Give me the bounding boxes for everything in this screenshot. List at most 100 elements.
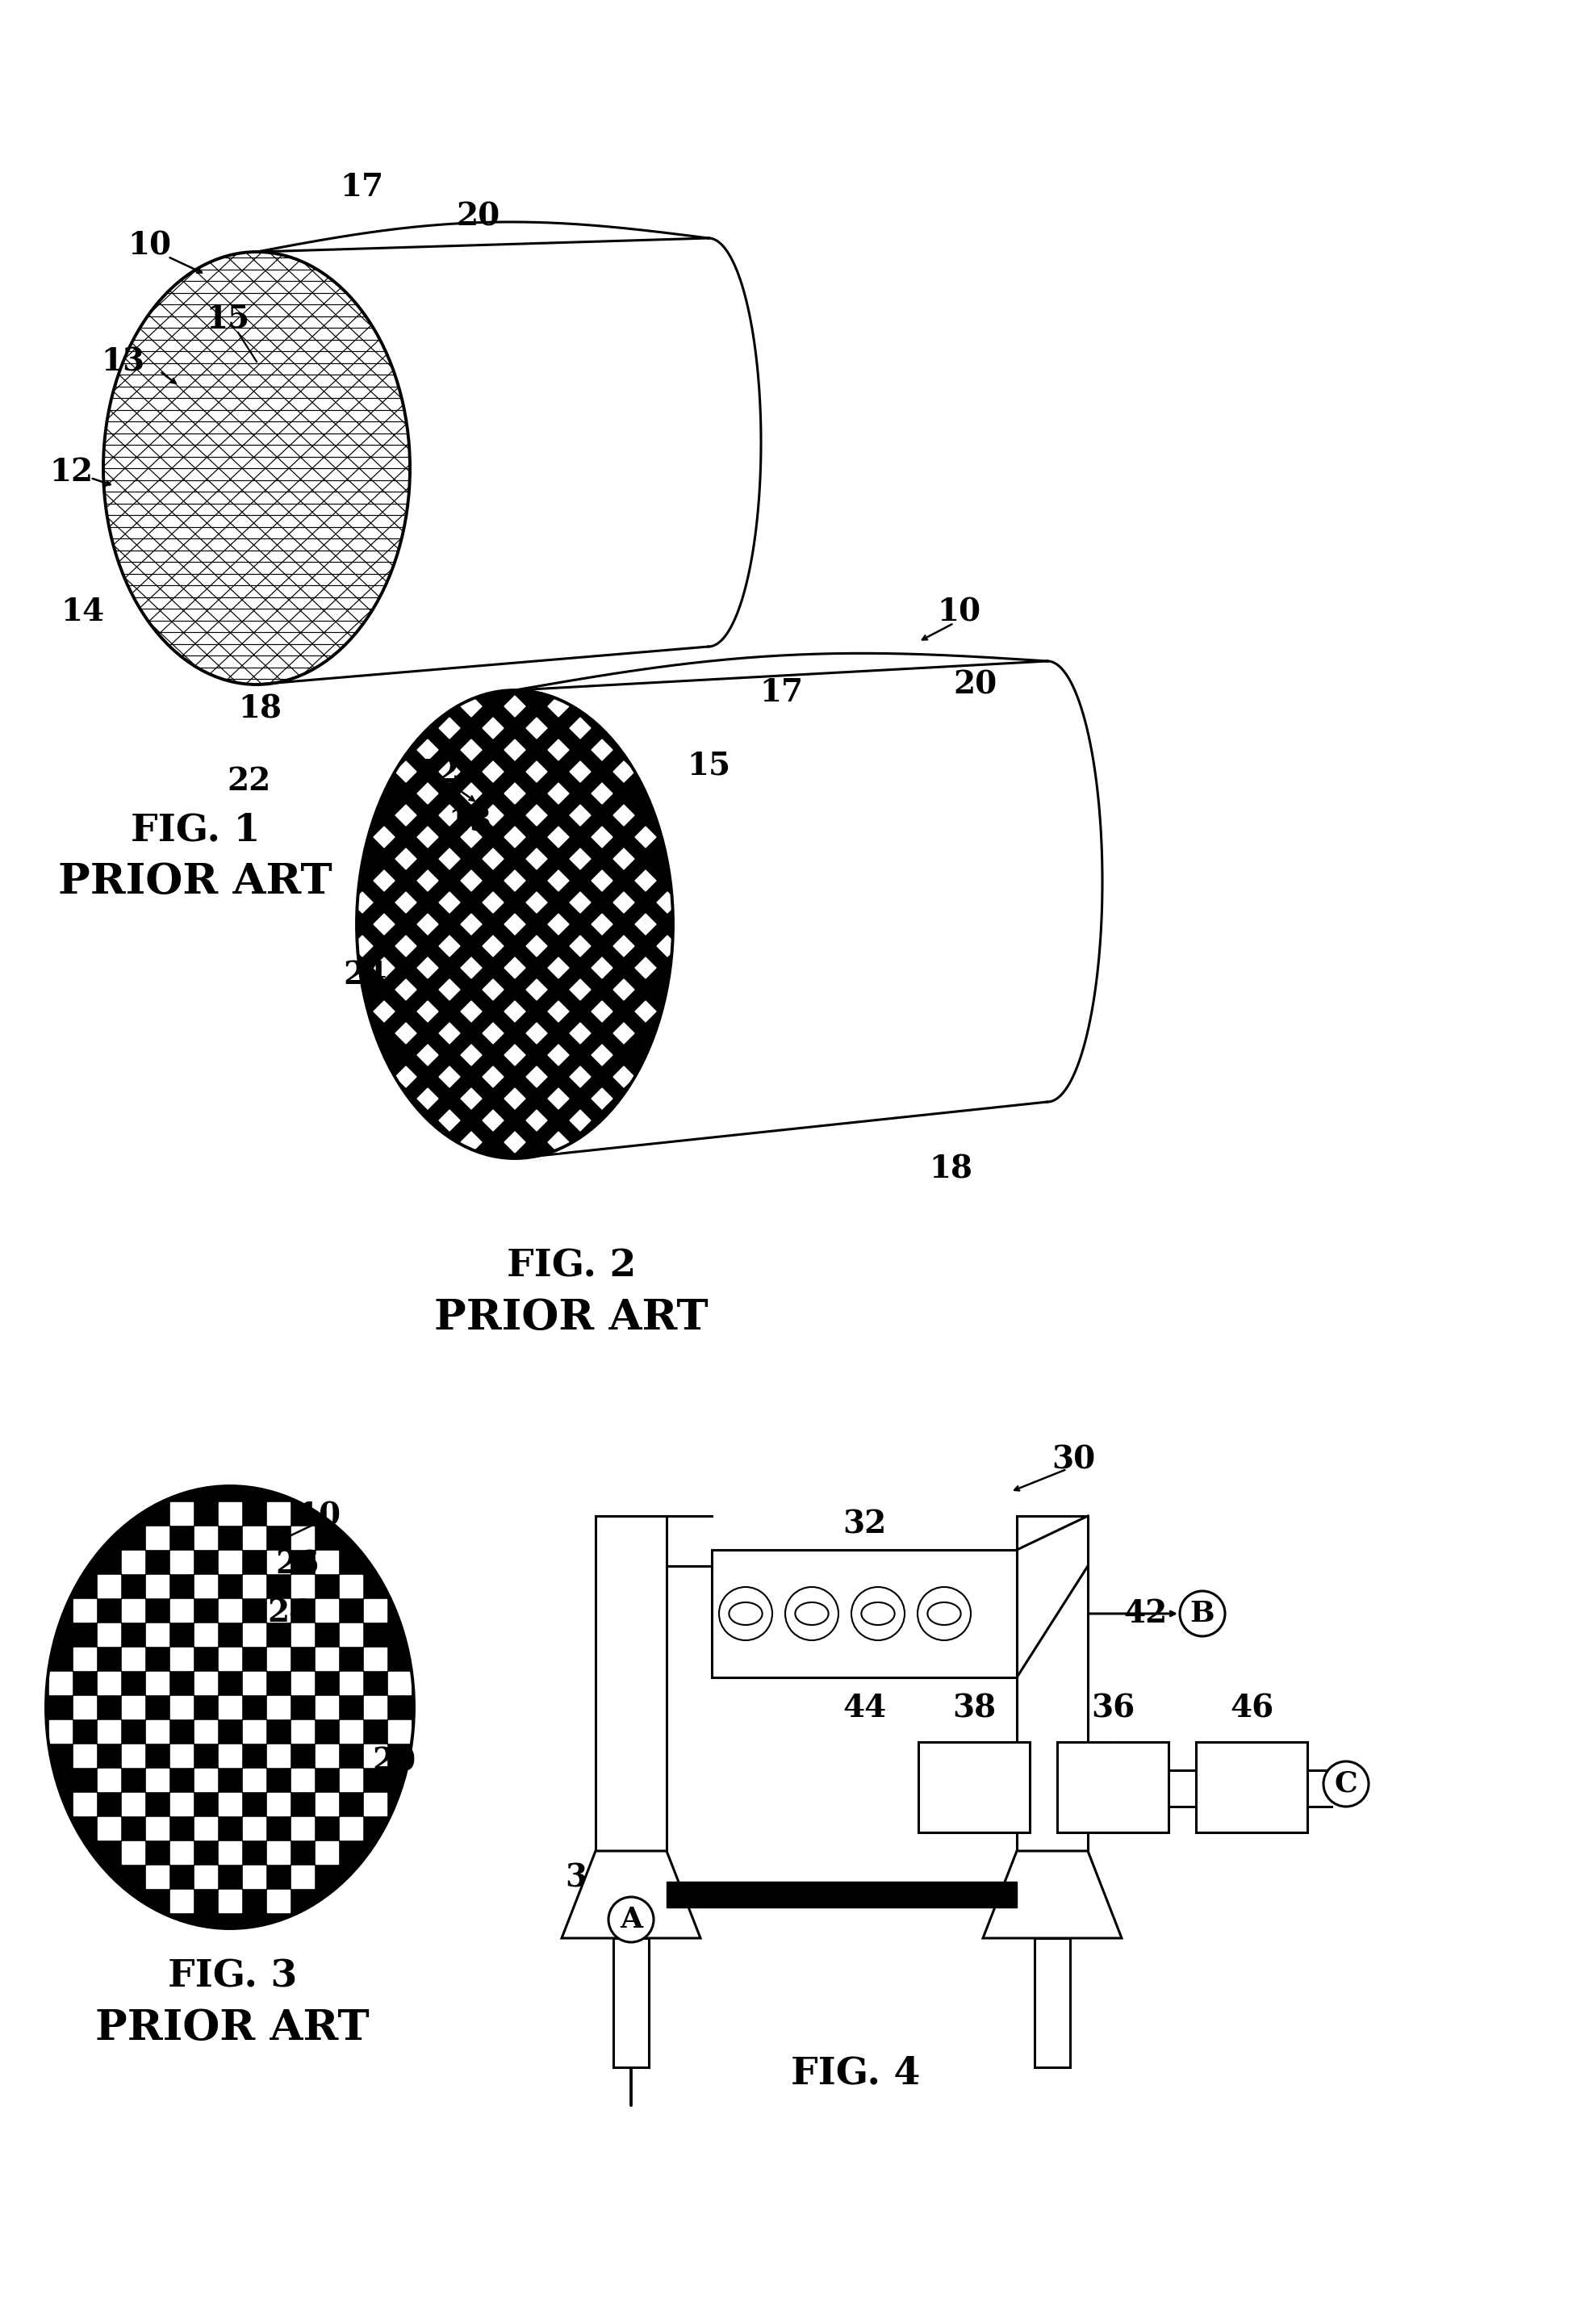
Polygon shape [461, 869, 481, 890]
Polygon shape [74, 1792, 96, 1815]
Polygon shape [146, 1769, 168, 1792]
Bar [918, 1743, 1030, 1831]
Polygon shape [121, 1599, 145, 1622]
Text: 24: 24 [267, 1597, 311, 1629]
Polygon shape [170, 1697, 193, 1720]
Bar [1034, 1938, 1071, 2068]
Polygon shape [146, 1817, 168, 1841]
Polygon shape [74, 1697, 96, 1720]
Polygon shape [439, 762, 461, 783]
Polygon shape [591, 1002, 613, 1023]
Text: 30: 30 [1052, 1443, 1096, 1476]
Polygon shape [483, 937, 503, 957]
Polygon shape [417, 869, 439, 890]
Polygon shape [439, 937, 461, 957]
Polygon shape [461, 1088, 481, 1109]
Polygon shape [527, 718, 547, 739]
Polygon shape [613, 1023, 634, 1043]
Circle shape [1181, 1592, 1225, 1636]
Polygon shape [146, 1576, 168, 1599]
Polygon shape [396, 1023, 417, 1043]
Polygon shape [195, 1866, 217, 1889]
Polygon shape [146, 1720, 168, 1743]
Polygon shape [569, 718, 591, 739]
Text: 15: 15 [206, 304, 250, 335]
Polygon shape [505, 739, 525, 760]
Polygon shape [242, 1622, 266, 1645]
Polygon shape [340, 1576, 363, 1599]
Polygon shape [569, 762, 591, 783]
Polygon shape [291, 1671, 314, 1694]
Polygon shape [569, 848, 591, 869]
Polygon shape [388, 1671, 410, 1694]
Polygon shape [352, 892, 373, 913]
Polygon shape [170, 1841, 193, 1864]
Polygon shape [267, 1550, 289, 1573]
Polygon shape [374, 827, 395, 848]
Polygon shape [195, 1817, 217, 1841]
Polygon shape [461, 783, 481, 804]
Polygon shape [316, 1599, 338, 1622]
Text: 22: 22 [226, 767, 270, 797]
Circle shape [608, 1896, 654, 1943]
Polygon shape [195, 1671, 217, 1694]
Polygon shape [352, 937, 373, 957]
Polygon shape [461, 1043, 481, 1064]
Polygon shape [97, 1576, 121, 1599]
Polygon shape [291, 1866, 314, 1889]
Text: 34: 34 [1064, 1894, 1108, 1924]
Polygon shape [267, 1743, 289, 1766]
Polygon shape [374, 1002, 395, 1023]
Polygon shape [97, 1622, 121, 1645]
Polygon shape [396, 937, 417, 957]
Polygon shape [483, 718, 503, 739]
Polygon shape [374, 913, 395, 934]
Polygon shape [527, 1023, 547, 1043]
Polygon shape [316, 1550, 338, 1573]
Polygon shape [242, 1769, 266, 1792]
Polygon shape [483, 804, 503, 825]
Polygon shape [549, 1043, 569, 1064]
Polygon shape [219, 1792, 242, 1815]
Polygon shape [97, 1769, 121, 1792]
Polygon shape [267, 1501, 289, 1525]
Polygon shape [461, 913, 481, 934]
Polygon shape [219, 1889, 242, 1913]
Polygon shape [340, 1720, 363, 1743]
Polygon shape [170, 1648, 193, 1671]
Text: 15: 15 [687, 751, 731, 781]
Polygon shape [49, 1720, 72, 1743]
Polygon shape [613, 804, 634, 825]
Polygon shape [219, 1550, 242, 1573]
Text: 31: 31 [564, 1862, 608, 1894]
Polygon shape [613, 762, 634, 783]
Polygon shape [242, 1671, 266, 1694]
Text: 17: 17 [759, 676, 803, 709]
Polygon shape [613, 892, 634, 913]
Text: 44: 44 [843, 1692, 887, 1724]
Polygon shape [613, 937, 634, 957]
Polygon shape [97, 1817, 121, 1841]
Text: A: A [619, 1906, 643, 1934]
Polygon shape [340, 1622, 363, 1645]
Polygon shape [219, 1599, 242, 1622]
Polygon shape [121, 1841, 145, 1864]
Polygon shape [417, 1088, 439, 1109]
Polygon shape [291, 1720, 314, 1743]
Polygon shape [635, 913, 656, 934]
Polygon shape [569, 1023, 591, 1043]
Polygon shape [74, 1743, 96, 1766]
Polygon shape [195, 1576, 217, 1599]
Polygon shape [505, 1043, 525, 1064]
Text: 10: 10 [127, 230, 171, 263]
Polygon shape [549, 695, 569, 716]
Text: 20: 20 [953, 669, 997, 700]
Polygon shape [591, 1043, 613, 1064]
Polygon shape [374, 869, 395, 890]
Polygon shape [219, 1697, 242, 1720]
Text: 32: 32 [843, 1508, 887, 1538]
Polygon shape [291, 1817, 314, 1841]
Polygon shape [340, 1817, 363, 1841]
Polygon shape [483, 762, 503, 783]
Polygon shape [242, 1576, 266, 1599]
